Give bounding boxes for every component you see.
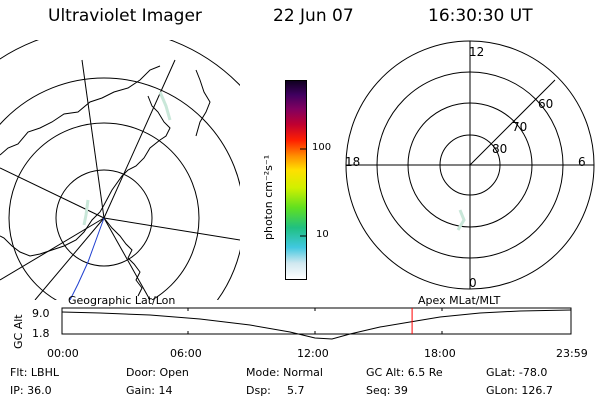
faint-emission xyxy=(82,199,90,226)
lat-circle xyxy=(55,169,153,267)
mlt-line xyxy=(469,79,556,166)
coastline xyxy=(0,65,211,297)
meridian xyxy=(81,59,105,219)
geographic-map xyxy=(0,40,240,300)
filter-info: Flt: LBHL xyxy=(10,366,59,379)
seq-info: Seq: 39 xyxy=(366,384,408,397)
gc-alt-info: GC Alt: 6.5 Re xyxy=(366,366,443,379)
meridian xyxy=(34,217,105,300)
altitude-timeline xyxy=(61,307,572,340)
gain-info: Gain: 14 xyxy=(126,384,173,397)
mlt-label-18: 18 xyxy=(345,155,361,169)
dsp-value: 5.7 xyxy=(287,384,305,397)
meridian xyxy=(0,167,105,219)
time-tick: 00:00 xyxy=(47,347,79,360)
mlt-label-12: 12 xyxy=(469,45,485,59)
time-tick: 23:59 xyxy=(556,347,588,360)
meridian xyxy=(103,217,151,300)
faint-emission xyxy=(158,91,172,121)
altitude-curve xyxy=(61,309,572,340)
meridian xyxy=(103,217,240,241)
colorbar-gradient xyxy=(286,81,306,279)
page-title: Ultraviolet Imager xyxy=(48,6,202,26)
timeline-frame xyxy=(61,307,572,335)
door-info: Door: Open xyxy=(126,366,189,379)
alt-tick-max: 9.0 xyxy=(32,307,50,320)
lat-circle xyxy=(0,77,240,300)
faint-emission xyxy=(456,209,466,231)
time-tick: 18:00 xyxy=(424,347,456,360)
date-label: 22 Jun 07 xyxy=(273,6,354,26)
colorbar-tick: 10 xyxy=(316,229,329,240)
time-tick: 06:00 xyxy=(170,347,202,360)
mlat-label-80: 80 xyxy=(492,142,508,156)
mlt-label-6: 6 xyxy=(578,155,586,169)
apex-label: Apex MLat/MLT xyxy=(418,294,501,307)
dsp-label: Dsp: xyxy=(246,384,271,397)
time-label: 16:30:30 UT xyxy=(428,6,533,26)
ip-info: IP: 36.0 xyxy=(10,384,52,397)
mlt-label-0: 0 xyxy=(469,276,477,290)
time-tick: 12:00 xyxy=(297,347,329,360)
glat-info: GLat: -78.0 xyxy=(486,366,548,379)
geographic-label: Geographic Lat/Lon xyxy=(68,294,176,307)
mlat-label-70: 70 xyxy=(512,120,528,134)
colorbar xyxy=(285,80,307,280)
glon-info: GLon: 126.7 xyxy=(486,384,553,397)
satellite-track xyxy=(69,217,105,300)
meridian xyxy=(103,59,176,219)
colorbar-unit: photon cm⁻²s⁻¹ xyxy=(262,154,275,240)
mode-info: Mode: Normal xyxy=(246,366,323,379)
mlat-label-60: 60 xyxy=(538,97,554,111)
apex-polar-grid xyxy=(345,40,595,290)
alt-tick-min: 1.8 xyxy=(32,327,50,340)
lat-circle xyxy=(8,122,200,300)
gc-alt-axis-label: GC Alt xyxy=(12,314,25,349)
colorbar-tick: 100 xyxy=(312,142,332,153)
